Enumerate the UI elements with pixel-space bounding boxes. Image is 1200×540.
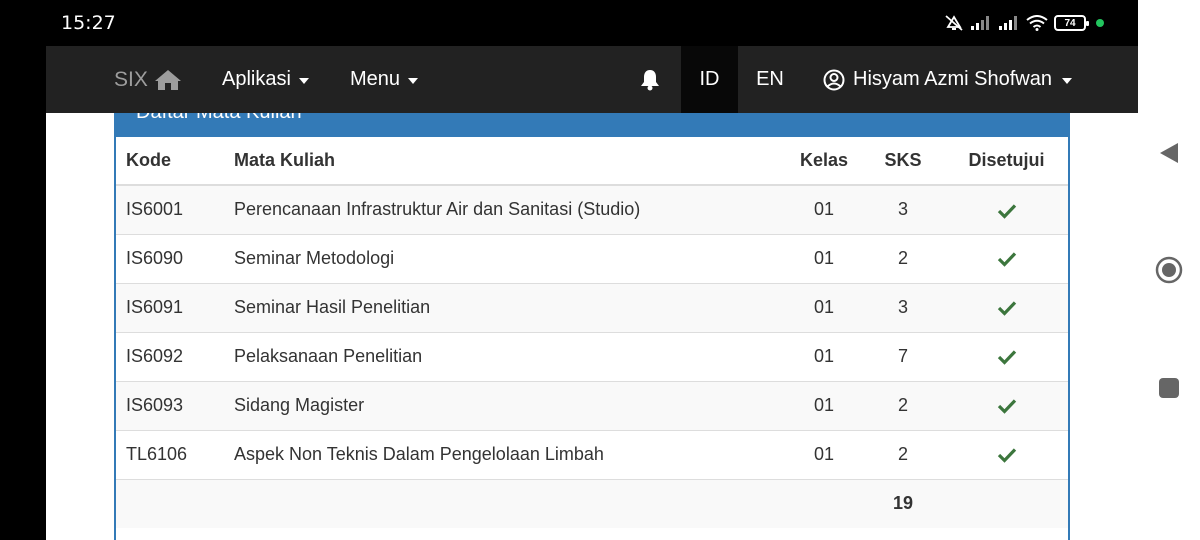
course-table: Kode Mata Kuliah Kelas SKS Disetujui IS6… bbox=[116, 137, 1068, 528]
header-sks: SKS bbox=[861, 137, 945, 186]
table-row: IS6092 Pelaksanaan Penelitian 01 7 bbox=[116, 331, 1068, 381]
cell-kelas: 01 bbox=[787, 331, 861, 381]
cell-kelas: 01 bbox=[787, 184, 861, 234]
status-bar: 15:27 74 bbox=[46, 0, 1138, 46]
header-mata-kuliah: Mata Kuliah bbox=[224, 137, 787, 186]
back-button[interactable] bbox=[1138, 141, 1200, 165]
system-navigation-bar bbox=[1138, 0, 1200, 540]
cell-kelas: 01 bbox=[787, 429, 861, 479]
cell-disetujui bbox=[945, 184, 1068, 234]
cell-kelas: 01 bbox=[787, 233, 861, 283]
cell-mata-kuliah: Sidang Magister bbox=[224, 380, 787, 430]
brand-link[interactable]: SIX bbox=[114, 46, 182, 113]
check-icon bbox=[997, 252, 1016, 268]
lang-id-button[interactable]: ID bbox=[681, 46, 738, 113]
header-kode: Kode bbox=[116, 137, 224, 186]
back-triangle-icon bbox=[1160, 143, 1178, 163]
panel-title: Daftar Mata Kuliah bbox=[136, 113, 302, 124]
cell-kode: IS6091 bbox=[116, 282, 224, 332]
signal-icon bbox=[998, 15, 1020, 31]
cell-sks: 2 bbox=[861, 233, 945, 283]
app-screen: 15:27 74 SIX Aplikasi bbox=[46, 0, 1138, 540]
header-kelas: Kelas bbox=[787, 137, 861, 186]
lang-id-label: ID bbox=[699, 68, 720, 90]
total-sks: 19 bbox=[861, 478, 945, 528]
home-icon bbox=[154, 69, 181, 90]
cell-kode: IS6001 bbox=[116, 184, 224, 234]
caret-down-icon bbox=[408, 78, 419, 84]
table-row: TL6106 Aspek Non Teknis Dalam Pengelolaa… bbox=[116, 429, 1068, 479]
cell-mata-kuliah: Pelaksanaan Penelitian bbox=[224, 331, 787, 381]
check-icon bbox=[997, 399, 1016, 415]
menu-menu-dropdown[interactable]: Menu bbox=[350, 46, 419, 113]
cell-kode: IS6093 bbox=[116, 380, 224, 430]
user-name: Hisyam Azmi Shofwan bbox=[853, 68, 1052, 90]
caret-down-icon bbox=[298, 78, 309, 84]
panel-heading: Daftar Mata Kuliah bbox=[116, 113, 1068, 137]
cell-disetujui bbox=[945, 429, 1068, 479]
menu-aplikasi-dropdown[interactable]: Aplikasi bbox=[222, 46, 309, 113]
cell-kode: TL6106 bbox=[116, 429, 224, 479]
cell-disetujui bbox=[945, 380, 1068, 430]
table-total-row: 19 bbox=[116, 478, 1068, 528]
menu-aplikasi-label: Aplikasi bbox=[222, 68, 291, 90]
course-list-panel: Daftar Mata Kuliah Kode Mata Kuliah Kela… bbox=[114, 113, 1070, 540]
cell-mata-kuliah: Seminar Metodologi bbox=[224, 233, 787, 283]
user-menu-dropdown[interactable]: Hisyam Azmi Shofwan bbox=[823, 46, 1072, 113]
recents-square-icon bbox=[1159, 378, 1179, 398]
cell-kelas: 01 bbox=[787, 282, 861, 332]
privacy-indicator-dot bbox=[1096, 19, 1104, 27]
cell-mata-kuliah: Aspek Non Teknis Dalam Pengelolaan Limba… bbox=[224, 429, 787, 479]
status-time: 15:27 bbox=[61, 12, 116, 34]
cell-sks: 2 bbox=[861, 380, 945, 430]
caret-down-icon bbox=[1061, 78, 1072, 84]
cell-mata-kuliah: Perencanaan Infrastruktur Air dan Sanita… bbox=[224, 184, 787, 234]
status-icons: 74 bbox=[944, 13, 1104, 33]
cell-disetujui bbox=[945, 331, 1068, 381]
lang-en-label: EN bbox=[756, 68, 784, 90]
cell-mata-kuliah: Seminar Hasil Penelitian bbox=[224, 282, 787, 332]
home-button[interactable] bbox=[1138, 256, 1200, 284]
lang-en-button[interactable]: EN bbox=[739, 46, 801, 113]
mute-icon bbox=[944, 14, 964, 32]
user-circle-icon bbox=[823, 69, 845, 90]
table-row: IS6090 Seminar Metodologi 01 2 bbox=[116, 233, 1068, 283]
cell-kode: IS6090 bbox=[116, 233, 224, 283]
cell-kelas: 01 bbox=[787, 380, 861, 430]
check-icon bbox=[997, 301, 1016, 317]
bell-icon bbox=[641, 69, 659, 90]
table-row: IS6001 Perencanaan Infrastruktur Air dan… bbox=[116, 184, 1068, 234]
table-header-row: Kode Mata Kuliah Kelas SKS Disetujui bbox=[116, 137, 1068, 186]
cell-sks: 3 bbox=[861, 282, 945, 332]
cell-sks: 2 bbox=[861, 429, 945, 479]
cell-sks: 3 bbox=[861, 184, 945, 234]
cell-sks: 7 bbox=[861, 331, 945, 381]
battery-icon: 74 bbox=[1054, 15, 1089, 31]
recents-button[interactable] bbox=[1138, 377, 1200, 399]
check-icon bbox=[997, 448, 1016, 464]
check-icon bbox=[997, 203, 1016, 219]
table-row: IS6093 Sidang Magister 01 2 bbox=[116, 380, 1068, 430]
check-icon bbox=[997, 350, 1016, 366]
cell-kode: IS6092 bbox=[116, 331, 224, 381]
header-disetujui: Disetujui bbox=[945, 137, 1068, 186]
notifications-button[interactable] bbox=[640, 46, 660, 113]
cell-disetujui bbox=[945, 282, 1068, 332]
menu-menu-label: Menu bbox=[350, 68, 401, 90]
home-circle-icon bbox=[1155, 256, 1183, 284]
brand-text: SIX bbox=[114, 67, 148, 91]
table-row: IS6091 Seminar Hasil Penelitian 01 3 bbox=[116, 282, 1068, 332]
signal-icon bbox=[970, 15, 992, 31]
wifi-icon bbox=[1026, 15, 1048, 31]
cell-disetujui bbox=[945, 233, 1068, 283]
top-navbar: SIX Aplikasi Menu ID EN Hisyam Azmi Shof… bbox=[46, 46, 1138, 113]
